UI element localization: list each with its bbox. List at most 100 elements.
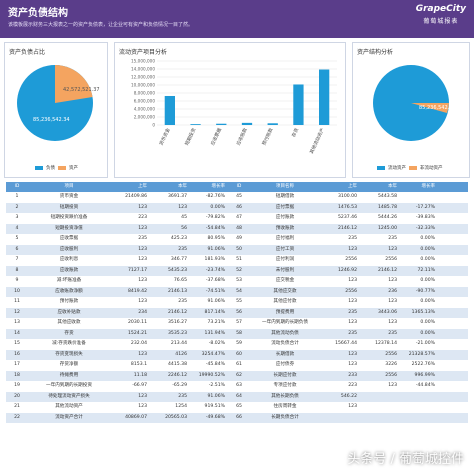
logo-text-en: GrapeCity <box>415 4 466 14</box>
x-tick-label: 存货 <box>290 127 300 139</box>
table-cell: 3443.06 <box>378 309 397 315</box>
table-row: 21 其他流动资产 123 1254 919.51% 65 住房周转金 123 <box>6 402 468 413</box>
table-body: 1 货币资金 21409.86 3691.37 -82.76% 45 短期借款 3100.00… <box>6 192 468 423</box>
table-cell: 待摊费用 <box>59 372 79 378</box>
table-cell: 0.00% <box>420 330 435 336</box>
table-cell: 62 <box>236 372 242 378</box>
bar <box>241 122 253 125</box>
table-cell: 232.04 <box>130 341 147 346</box>
table-cell: 7 <box>15 257 19 262</box>
table-cell: -8.02% <box>208 341 225 346</box>
table-cell: 0.00% <box>420 246 435 252</box>
table-cell: -39.83% <box>415 215 435 220</box>
table-cell: 未付股利 <box>275 267 295 273</box>
y-tick-label: 6,000,000 <box>134 99 156 104</box>
table-cell: 22 <box>14 414 20 420</box>
header-cell: ID <box>236 184 242 189</box>
pie-legend: 流动资产 非流动资产 <box>377 165 443 171</box>
table-cell: 233 <box>348 372 357 378</box>
table-cell: 3 <box>15 215 19 220</box>
table-cell: 223 <box>348 383 357 388</box>
table-cell: -74.51% <box>205 288 225 294</box>
table-cell: 其他长期负债 <box>271 393 299 399</box>
table-cell: 流动负债合计 <box>271 341 299 346</box>
table-row: 16 存货变现损失 123 4126 3254.47% 60 长期借款 123 2556 2132… <box>6 349 468 360</box>
table-cell: -23.74% <box>205 267 225 273</box>
table-cell: 235 <box>388 330 397 336</box>
pie-legend: 负债 资产 <box>35 165 78 171</box>
table-cell: 19990.52% <box>198 372 225 378</box>
table-cell: 应付工资 <box>275 246 295 252</box>
table-cell: 46 <box>236 204 242 210</box>
table-cell: 预付账款 <box>59 299 79 304</box>
legend-swatch-liability <box>35 166 43 170</box>
table-cell: 11 <box>14 299 20 304</box>
header-cell: 本年 <box>178 184 187 189</box>
table-cell <box>360 402 400 413</box>
table-cell: 16 <box>14 351 20 357</box>
table-cell: 996.99% <box>414 372 435 378</box>
table-cell: 51 <box>236 257 242 262</box>
table-cell: -45.84% <box>205 362 225 367</box>
logo-text-cn: 葡萄城报表 <box>423 18 459 25</box>
table-cell: 57 <box>236 320 242 325</box>
table-cell: 21409.86 <box>125 194 147 199</box>
table-cell: 2146.13 <box>168 288 187 294</box>
table-cell: 2146.12 <box>378 267 397 273</box>
table-cell: 76.65 <box>173 278 187 283</box>
table-row: 3 短期投资跌价准备 223 45 -79.82% 47 应付账款 5237.46 5444.2… <box>6 213 468 224</box>
table-cell: 应付账款 <box>275 215 295 220</box>
table-cell: 13 <box>14 320 20 325</box>
table-cell: 5443.58 <box>378 194 397 199</box>
table-cell <box>320 413 360 424</box>
table-cell: 123 <box>348 351 357 357</box>
header-cell: 项目名称 <box>276 184 294 189</box>
table-header: ID 项目 上年 本年 增长率 ID 项目名称 上年 本年 增长率 <box>6 182 468 192</box>
table-cell: 91.06% <box>207 246 225 252</box>
table-row: 15 减:存货跌价准备 232.04 213.44 -8.02% 59 流动负债合计 1566… <box>6 339 468 350</box>
table-cell: 123 <box>348 320 357 325</box>
table-cell: 21 <box>14 404 20 409</box>
table-cell: 长期负债合计 <box>271 414 299 420</box>
table-cell: 2522.76% <box>411 362 435 367</box>
table-cell: 56 <box>181 225 187 231</box>
table-cell: 11.18 <box>133 372 147 378</box>
asset-structure-panel: 资产结构分析 85,236,542.34 流动资产 非流动资产 <box>352 42 470 178</box>
table-cell: 一年内到期的长期投资 <box>46 383 92 388</box>
table-cell: 4415.38 <box>168 362 187 367</box>
table-cell: 待处理流动资产损失 <box>48 393 90 399</box>
table-cell: 21328.57% <box>408 351 435 357</box>
table-cell: 预收账款 <box>275 225 295 231</box>
table-cell: -17.27% <box>415 204 435 210</box>
bar <box>216 123 227 125</box>
table-cell: -44.84% <box>415 383 435 388</box>
table-cell: 存货 <box>64 330 74 336</box>
table-cell: 减:坏账准备 <box>56 278 82 283</box>
table-cell: -49.68% <box>205 414 225 420</box>
table-cell: 1476.53 <box>338 204 357 210</box>
legend-swatch-current <box>377 166 385 170</box>
header-cell: 上年 <box>348 184 357 189</box>
table-cell: 1 <box>15 194 19 199</box>
table-cell: 住房周转金 <box>273 404 297 409</box>
table-cell: -54.84% <box>205 225 225 231</box>
table-cell: -90.77% <box>415 288 435 294</box>
y-tick-label: 8,000,000 <box>134 91 156 96</box>
table-cell: 3535.23 <box>168 330 187 336</box>
table-cell: 123 <box>138 257 147 262</box>
report-header: 资产负债结构 该模板展示财务三大报表之一的资产负债表，让企业可有资产和负债情况一… <box>0 0 474 38</box>
table-cell: 17 <box>14 362 20 367</box>
table-cell: 91.06% <box>207 393 225 399</box>
table-cell: 61 <box>236 362 242 367</box>
table-cell: 546.22 <box>340 393 357 399</box>
page-title: 资产负债结构 <box>8 8 68 19</box>
table-cell: 8153.1 <box>130 362 147 367</box>
table-cell: 短期借款 <box>275 194 295 199</box>
table-cell: 235 <box>348 236 357 241</box>
table-cell <box>400 392 438 403</box>
table-cell: 应收账款净额 <box>55 288 83 294</box>
table-cell: 346.77 <box>170 257 187 262</box>
table-cell: -66.97 <box>132 383 147 388</box>
legend-swatch-asset <box>58 166 66 170</box>
table-row: 7 应收利息 123 346.77 181.93% 51 应付利润 2556 2556 0.00% <box>6 255 468 266</box>
